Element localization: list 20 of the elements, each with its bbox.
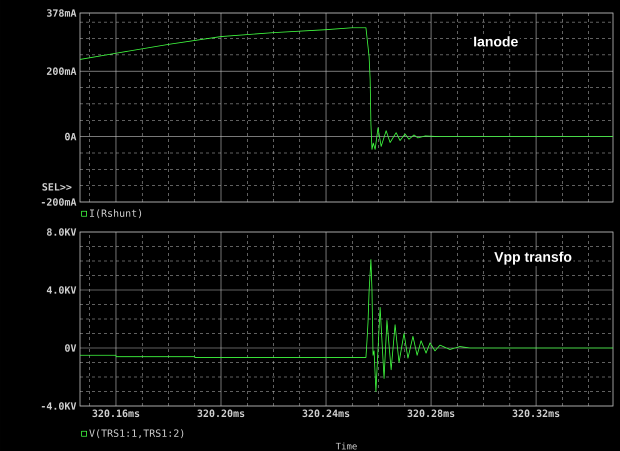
x-tick-label: 320.24ms — [302, 410, 350, 418]
legend-label: I(Rshunt) — [90, 209, 142, 218]
x-axis-title: Time — [336, 442, 357, 450]
x-tick-label: 320.20ms — [198, 410, 244, 418]
x-tick-label: 320.32ms — [512, 410, 560, 418]
annotation: Ianode — [474, 36, 518, 46]
y-tick-label: 4.0KV — [46, 286, 76, 294]
y-tick-label: -200mA — [42, 198, 76, 206]
y-tick-label: 378mA — [46, 9, 76, 17]
y-tick-label: -4.0KV — [42, 402, 76, 410]
y-tick-label: 8.0KV — [46, 228, 76, 236]
line-series — [80, 27, 614, 150]
legend-label: V(TRS1:1,TRS1:2) — [89, 429, 184, 438]
annotation: Vpp transfo — [494, 252, 572, 265]
y-tick-label: 0A — [65, 132, 76, 140]
y-tick-label: 200mA — [46, 67, 76, 75]
x-tick-label: 320.16ms — [92, 410, 140, 418]
x-tick-label: 320.28ms — [408, 410, 454, 418]
y-tick-label: 0V — [65, 344, 76, 352]
text: SEL>> — [42, 183, 72, 191]
